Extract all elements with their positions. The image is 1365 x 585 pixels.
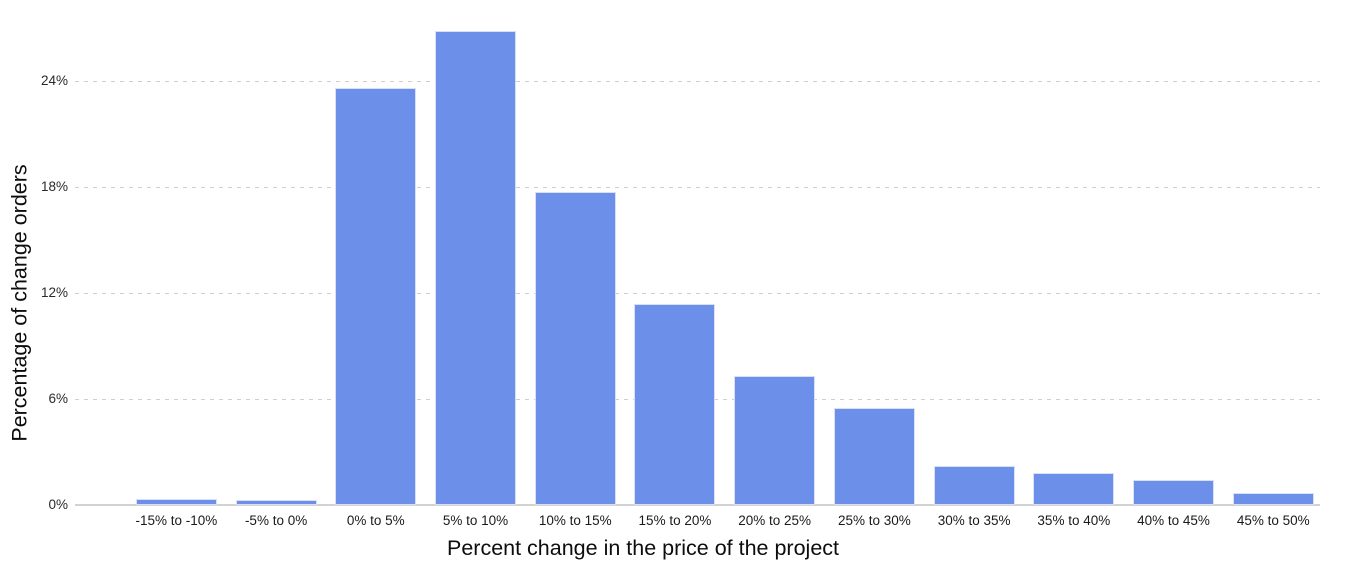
y-tick-label: 24% xyxy=(40,72,68,88)
bar-0to5 xyxy=(335,88,417,505)
x-tick-label: 0% to 5% xyxy=(346,513,405,528)
x-tick-label: -5% to 0% xyxy=(244,513,308,528)
bar-40to45 xyxy=(1133,480,1215,505)
x-tick-label: -15% to -10% xyxy=(135,513,218,528)
x-tick-label: 10% to 15% xyxy=(538,513,612,528)
gridline-24% xyxy=(75,80,1320,82)
bar-30to35 xyxy=(933,466,1015,505)
x-tick-label: 20% to 25% xyxy=(738,513,812,528)
gridline-12% xyxy=(75,292,1320,294)
bar-20to25 xyxy=(734,376,816,505)
x-tick-label: 25% to 30% xyxy=(837,513,911,528)
x-axis-line xyxy=(75,504,1320,506)
bar-5to10 xyxy=(435,31,517,505)
bar--5to0 xyxy=(235,500,317,505)
x-tick-label: 30% to 35% xyxy=(937,513,1011,528)
y-tick-label: 18% xyxy=(40,178,68,194)
x-axis-title: Percent change in the price of the proje… xyxy=(446,536,840,560)
x-tick-label: 40% to 45% xyxy=(1137,513,1210,528)
gridline-18% xyxy=(75,186,1320,188)
y-tick-label: 6% xyxy=(48,390,68,406)
bar-45to50 xyxy=(1232,493,1314,505)
x-tick-label: 5% to 10% xyxy=(442,513,509,528)
bar-10to15 xyxy=(534,192,616,505)
x-tick-label: 15% to 20% xyxy=(638,513,712,528)
x-tick-label: 35% to 40% xyxy=(1037,513,1111,528)
y-tick-label: 12% xyxy=(40,284,68,300)
bar-25to30 xyxy=(833,408,915,505)
y-tick-label: 0% xyxy=(48,497,68,512)
x-tick-label: 45% to 50% xyxy=(1236,513,1310,528)
y-axis-title: Percentage of change orders xyxy=(7,164,32,442)
bar-15to20 xyxy=(634,304,716,505)
bar--15to-10 xyxy=(135,499,217,505)
bar-35to40 xyxy=(1033,473,1115,505)
